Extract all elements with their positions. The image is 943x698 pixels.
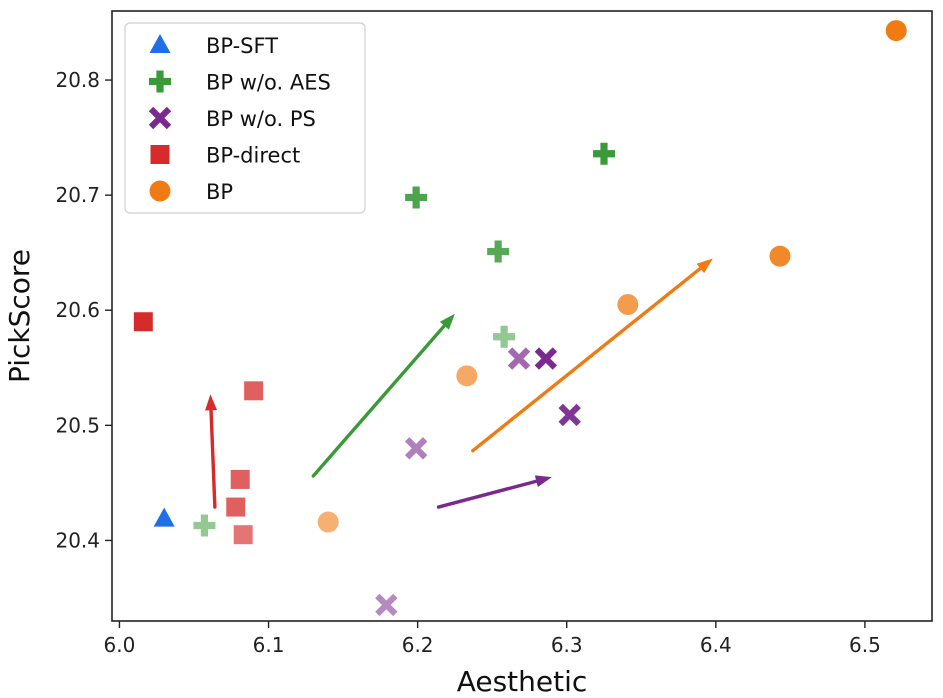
bp-direct-trend-head: [205, 394, 218, 411]
bp-w-o-aes-point: [193, 514, 216, 537]
x-tick-label: 6.4: [700, 633, 732, 657]
bp-direct-point: [230, 469, 250, 489]
legend-item-bp-sft: BP-SFT: [149, 34, 278, 58]
legend-marker-bp-w-o-aes: [149, 70, 171, 93]
bp-wo-aes-trend-shaft: [311, 324, 447, 478]
bp-trend-head: [696, 258, 713, 274]
bp-direct-trend-shaft: [209, 408, 217, 509]
series-bp-w-o-aes: [193, 142, 615, 537]
x-tick-label: 6.0: [104, 633, 136, 657]
bp-w-o-ps-point: [558, 403, 581, 427]
bp-w-o-aes-point: [405, 186, 428, 209]
y-axis: 20.4 20.5 20.6 20.7 20.8: [55, 68, 112, 552]
x-tick-label: 6.2: [402, 633, 434, 657]
bp-wo-aes-trend-arrow: [311, 313, 455, 478]
bp-point: [617, 293, 639, 315]
bp-direct-point: [226, 497, 246, 517]
series-bp-w-o-ps: [375, 347, 581, 617]
legend-marker-bp-w-o-ps: [148, 106, 172, 130]
bp-direct-trend-arrow: [205, 394, 218, 509]
data-points: [133, 20, 907, 617]
bp-wo-ps-trend-head: [534, 475, 552, 488]
bp-w-o-ps-point: [534, 347, 558, 370]
bp-w-o-aes-point: [487, 240, 510, 263]
bp-w-o-aes-point: [593, 142, 615, 165]
legend-label-bp: BP: [206, 180, 233, 204]
bp-point: [885, 20, 907, 42]
bp-w-o-aes-point: [493, 325, 516, 348]
y-tick-label: 20.5: [55, 413, 100, 437]
y-tick-label: 20.7: [55, 183, 100, 207]
legend-label-bp-sft: BP-SFT: [206, 34, 278, 58]
trend-arrows: [205, 258, 713, 509]
legend-marker-bp: [149, 180, 171, 202]
bp-trend-arrow: [471, 258, 713, 453]
series-bp-direct: [133, 312, 264, 545]
bp-trend-shaft: [471, 266, 703, 453]
bp-point: [456, 365, 478, 387]
legend-label-bp-direct: BP-direct: [206, 144, 300, 168]
bp-wo-aes-trend-head: [439, 313, 455, 330]
bp-direct-point: [233, 525, 253, 545]
legend-label-bp-w-o-ps: BP w/o. PS: [206, 107, 316, 131]
legend-item-bp-direct: BP-direct: [150, 144, 300, 168]
y-tick-label: 20.8: [55, 68, 100, 92]
y-tick-label: 20.6: [55, 298, 100, 322]
bp-w-o-ps-point: [375, 593, 398, 617]
x-axis-label: Aesthetic: [457, 665, 588, 698]
legend-item-bp-w-o-ps: BP w/o. PS: [148, 106, 316, 131]
legend-item-bp-w-o-aes: BP w/o. AES: [149, 70, 331, 95]
x-tick-label: 6.1: [253, 633, 285, 657]
legend-box: [124, 22, 366, 214]
legend: BP-SFT BP w/o. AES BP w/o. PS BP-direct BP: [124, 22, 366, 214]
series-bp-sft: [153, 507, 175, 527]
legend-item-bp: BP: [149, 180, 233, 204]
y-axis-label: PickScore: [3, 249, 36, 383]
x-axis: 6.0 6.1 6.2 6.3 6.4 6.5: [104, 621, 881, 657]
y-tick-label: 20.4: [55, 528, 100, 552]
bp-sft-point: [153, 507, 175, 527]
bp-w-o-ps-point: [404, 437, 428, 460]
bp-point: [317, 511, 339, 533]
legend-label-bp-w-o-aes: BP w/o. AES: [206, 71, 331, 95]
bp-w-o-ps-point: [507, 347, 531, 370]
series-bp: [317, 20, 907, 533]
x-tick-label: 6.5: [849, 633, 881, 657]
bp-wo-ps-trend-arrow: [436, 475, 552, 509]
legend-marker-bp-sft: [149, 34, 171, 53]
bp-point: [769, 245, 791, 267]
legend-marker-bp-direct: [150, 145, 170, 164]
bp-direct-point: [133, 312, 153, 332]
bp-wo-ps-trend-shaft: [436, 479, 539, 509]
x-tick-label: 6.3: [551, 633, 583, 657]
legend-items: BP-SFT BP w/o. AES BP w/o. PS BP-direct BP: [148, 34, 331, 204]
bp-direct-point: [244, 381, 264, 401]
